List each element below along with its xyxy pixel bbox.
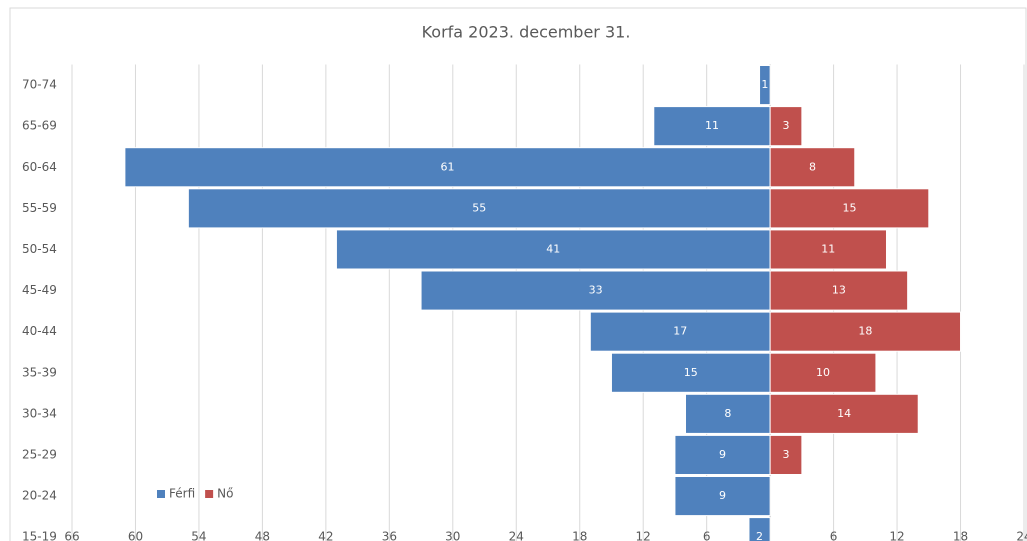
bar xyxy=(769,352,877,393)
y-tick-label: 20-24 xyxy=(22,489,57,503)
bar xyxy=(769,434,803,475)
data-label: 10 xyxy=(816,366,830,379)
bar xyxy=(674,434,771,475)
data-label: 2 xyxy=(756,530,763,541)
x-tick-label: 12 xyxy=(889,530,904,541)
bar xyxy=(769,393,919,434)
data-label: 17 xyxy=(673,325,687,338)
data-label: 3 xyxy=(783,448,790,461)
x-tick-label: 6 xyxy=(830,530,838,541)
y-tick-label: 55-59 xyxy=(22,201,57,215)
x-tick-label: 18 xyxy=(572,530,587,541)
legend-label: Nő xyxy=(217,487,233,501)
data-label: 55 xyxy=(472,201,486,214)
bar xyxy=(759,65,771,106)
legend-swatch xyxy=(157,490,165,498)
bar xyxy=(610,352,771,393)
x-tick-label: 36 xyxy=(382,530,397,541)
x-tick-label: 30 xyxy=(445,530,460,541)
data-label: 15 xyxy=(842,201,856,214)
data-label: 41 xyxy=(546,242,560,255)
data-label: 9 xyxy=(719,448,726,461)
y-tick-label: 15-19 xyxy=(22,530,57,541)
bar xyxy=(769,270,909,311)
data-label: 33 xyxy=(589,284,603,297)
x-tick-label: 60 xyxy=(128,530,143,541)
y-tick-label: 50-54 xyxy=(22,242,57,256)
bar xyxy=(685,393,771,434)
data-label: 61 xyxy=(441,160,455,173)
x-tick-label: 24 xyxy=(1016,530,1027,541)
bar xyxy=(420,270,771,311)
x-tick-label: 18 xyxy=(953,530,968,541)
y-tick-label: 45-49 xyxy=(22,283,57,297)
y-tick-label: 30-34 xyxy=(22,406,57,420)
data-label: 8 xyxy=(809,160,816,173)
bar xyxy=(335,229,771,270)
y-tick-label: 40-44 xyxy=(22,324,57,338)
y-tick-label: 35-39 xyxy=(22,365,57,379)
bar xyxy=(769,311,962,352)
bar xyxy=(674,476,771,517)
data-label: 11 xyxy=(821,242,835,255)
x-tick-label: 42 xyxy=(318,530,333,541)
bar xyxy=(187,188,771,229)
x-tick-label: 12 xyxy=(636,530,651,541)
x-tick-label: 6 xyxy=(703,530,711,541)
chart-title: Korfa 2023. december 31. xyxy=(422,23,631,42)
legend-label: Férfi xyxy=(169,487,195,501)
data-label: 3 xyxy=(783,119,790,132)
bar xyxy=(769,188,930,229)
data-label: 11 xyxy=(705,119,719,132)
y-tick-label: 70-74 xyxy=(22,78,57,92)
bar xyxy=(748,517,771,541)
x-tick-label: 24 xyxy=(509,530,524,541)
y-tick-label: 65-69 xyxy=(22,119,57,133)
data-label: 9 xyxy=(719,489,726,502)
x-tick-label: 54 xyxy=(191,530,206,541)
data-label: 13 xyxy=(832,284,846,297)
y-tick-label: 60-64 xyxy=(22,160,57,174)
bar xyxy=(124,147,771,188)
bar xyxy=(769,106,803,147)
bar xyxy=(769,229,887,270)
data-label: 15 xyxy=(684,366,698,379)
data-label: 8 xyxy=(724,407,731,420)
data-label: 1 xyxy=(761,78,768,91)
data-label: 18 xyxy=(858,325,872,338)
x-tick-label: 66 xyxy=(64,530,79,541)
bar xyxy=(769,147,856,188)
x-tick-label: 48 xyxy=(255,530,270,541)
y-tick-label: 25-29 xyxy=(22,447,57,461)
legend-swatch xyxy=(205,490,214,498)
bar xyxy=(653,106,771,147)
data-label: 14 xyxy=(837,407,851,420)
